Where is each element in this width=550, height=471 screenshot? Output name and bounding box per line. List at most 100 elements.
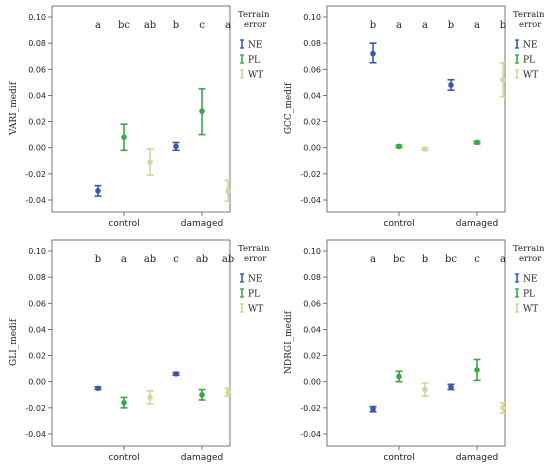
- significance-letter: a: [370, 254, 376, 265]
- mean-point: [422, 146, 428, 152]
- mean-point: [422, 386, 428, 393]
- mean-point: [500, 405, 506, 411]
- x-category-label: control: [383, 453, 414, 463]
- mean-point: [173, 371, 179, 377]
- mean-point: [370, 406, 376, 412]
- mean-point: [147, 394, 153, 401]
- significance-letter: a: [121, 254, 127, 265]
- legend-label: NE: [523, 41, 537, 51]
- x-category-label: control: [383, 219, 414, 229]
- x-category-label: control: [108, 219, 139, 229]
- y-tick-label: 0.04: [28, 91, 46, 100]
- significance-letter: b: [448, 20, 454, 31]
- plot-frame: [51, 5, 231, 213]
- legend-label: WT: [523, 71, 538, 81]
- y-tick-label: 0.08: [303, 273, 321, 282]
- y-tick-label: -0.02: [300, 170, 321, 179]
- x-category-label: control: [108, 453, 139, 463]
- legend-title: Terrain: [238, 10, 270, 20]
- y-tick-label: 0.08: [28, 273, 46, 282]
- y-tick-label: 0.06: [303, 65, 321, 74]
- y-tick-label: 0.04: [303, 325, 321, 334]
- significance-letter: c: [173, 254, 179, 265]
- plot-frame: [326, 239, 506, 447]
- legend-title-line2: error: [519, 20, 542, 30]
- panel-1: 0.10 0.08 0.06 0.04 0.02 0.00 -0.02 -0.04 VARI_m…: [9, 5, 270, 229]
- mean-point: [225, 188, 231, 194]
- x-category-label: damaged: [181, 453, 223, 463]
- mean-point: [474, 139, 480, 146]
- y-axis-title: NDRGI_medif: [284, 310, 294, 374]
- y-tick-label: 0.06: [28, 65, 46, 74]
- y-tick-label: 0.02: [28, 118, 46, 127]
- x-category-label: damaged: [181, 219, 223, 229]
- significance-letter: b: [173, 20, 179, 31]
- y-axis-title: GCC_medif: [284, 82, 294, 134]
- significance-letter: b: [370, 20, 376, 31]
- y-tick-label: 0.00: [28, 144, 46, 153]
- mean-point: [95, 188, 101, 194]
- significance-letter: bc: [393, 254, 405, 265]
- mean-point: [173, 143, 179, 150]
- mean-point: [500, 76, 506, 83]
- legend-title-line2: error: [519, 254, 542, 264]
- legend-label: NE: [248, 275, 262, 285]
- significance-letter: a: [500, 254, 506, 265]
- legend-label: WT: [523, 305, 538, 315]
- x-category-label: damaged: [456, 453, 498, 463]
- legend-title: Terrain: [238, 244, 270, 254]
- y-tick-label: 0.04: [303, 91, 321, 100]
- significance-letter: ab: [144, 20, 156, 31]
- legend-label: WT: [248, 305, 263, 315]
- mean-point: [370, 50, 376, 57]
- mean-point: [199, 108, 205, 114]
- y-tick-label: -0.04: [300, 430, 321, 439]
- significance-letter: bc: [445, 254, 457, 265]
- legend-label: PL: [523, 56, 535, 66]
- mean-point: [121, 399, 127, 406]
- panel-2: 0.10 0.08 0.06 0.04 0.02 0.00 -0.02 -0.04 GCC_me…: [284, 5, 545, 229]
- legend-label: PL: [248, 56, 260, 66]
- y-tick-label: 0.10: [28, 13, 46, 22]
- significance-letter: ab: [196, 254, 208, 265]
- mean-point: [199, 391, 205, 398]
- y-tick-label: 0.00: [303, 144, 321, 153]
- mean-point: [121, 134, 127, 141]
- y-tick-label: 0.02: [303, 352, 321, 361]
- y-tick-label: -0.04: [300, 196, 321, 205]
- mean-point: [225, 389, 231, 395]
- y-axis-title: GLI_medif: [9, 318, 19, 366]
- significance-letter: a: [225, 20, 231, 31]
- y-tick-label: 0.02: [303, 118, 321, 127]
- significance-letter: c: [199, 20, 205, 31]
- mean-point: [474, 367, 480, 373]
- significance-letter: b: [95, 254, 101, 265]
- legend-title-line2: error: [244, 20, 267, 30]
- mean-point: [147, 159, 153, 165]
- significance-letter: a: [422, 20, 428, 31]
- y-tick-label: -0.02: [300, 404, 321, 413]
- mean-point: [95, 385, 101, 392]
- significance-letter: a: [95, 20, 101, 31]
- y-tick-label: -0.02: [25, 404, 46, 413]
- significance-letter: ab: [144, 254, 156, 265]
- y-tick-label: 0.06: [28, 299, 46, 308]
- mean-point: [448, 82, 454, 88]
- significance-letter: a: [396, 20, 402, 31]
- significance-letter: a: [474, 20, 480, 31]
- y-tick-label: -0.04: [25, 196, 46, 205]
- y-tick-label: 0.10: [303, 247, 321, 256]
- y-tick-label: -0.02: [25, 170, 46, 179]
- y-tick-label: -0.04: [25, 430, 46, 439]
- y-tick-label: 0.04: [28, 325, 46, 334]
- significance-letter: bc: [118, 20, 130, 31]
- mean-point: [448, 384, 454, 390]
- significance-letter: c: [474, 254, 480, 265]
- y-tick-label: 0.08: [303, 39, 321, 48]
- panel-3: 0.10 0.08 0.06 0.04 0.02 0.00 -0.02 -0.04 GLI_me…: [9, 239, 270, 463]
- y-tick-label: 0.02: [28, 352, 46, 361]
- legend-title: Terrain: [513, 10, 545, 20]
- x-category-label: damaged: [456, 219, 498, 229]
- plot-frame: [51, 239, 231, 447]
